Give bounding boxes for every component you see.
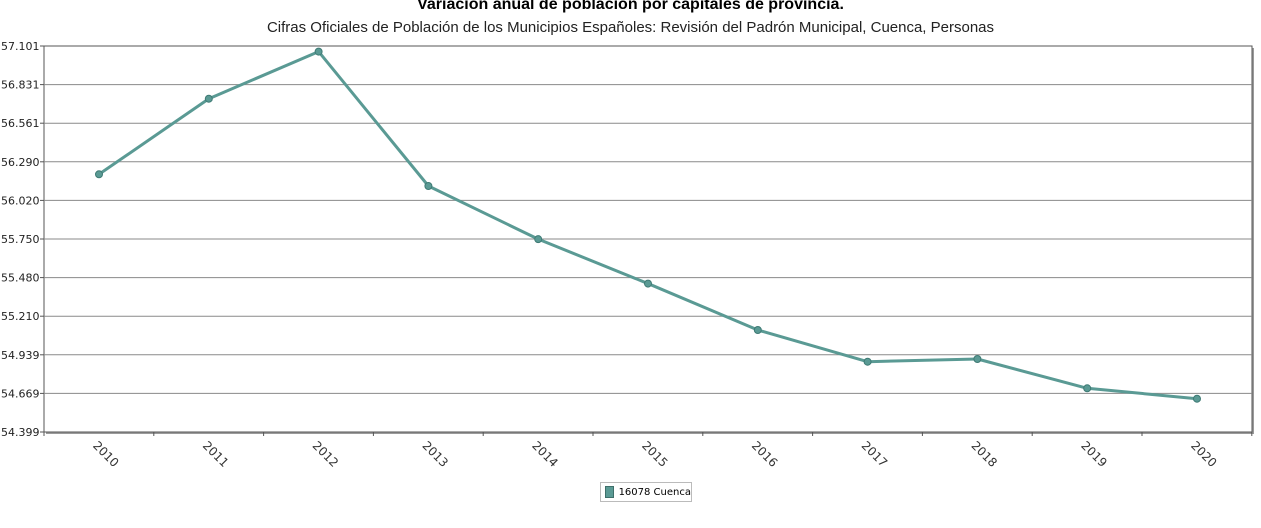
y-tick-label: 54.399 [1, 426, 40, 439]
data-point [314, 47, 323, 56]
data-point [95, 170, 103, 179]
y-tick-label: 56.831 [1, 79, 40, 92]
x-tick-label: 2011 [200, 438, 231, 469]
x-tick-label: 2010 [90, 438, 121, 469]
legend: 16078 Cuenca [600, 482, 692, 502]
x-tick-label: 2015 [639, 438, 670, 469]
x-tick-label: 2016 [749, 438, 780, 469]
chart-title: Variación anual de población por capital… [417, 0, 844, 13]
x-tick-label: 2014 [529, 438, 560, 469]
y-tick-label: 55.210 [1, 310, 40, 323]
grid-lines [44, 84, 1252, 394]
data-point [534, 235, 543, 244]
x-axis: 2010 2011 2012 2013 2014 2015 2016 2017 2018 2019… [43, 432, 1253, 470]
y-tick-label: 55.480 [1, 272, 40, 285]
data-points [95, 47, 1201, 403]
legend-swatch [605, 486, 614, 498]
x-tick-label: 2018 [968, 438, 999, 469]
y-tick-label: 56.290 [1, 156, 40, 169]
y-tick-label: 54.669 [1, 387, 40, 400]
x-tick-label: 2012 [310, 438, 341, 469]
y-axis: 54.399 54.669 54.939 55.210 55.480 55.750 56.0… [1, 40, 44, 439]
data-point [644, 279, 652, 288]
data-point [1083, 384, 1092, 393]
data-point [863, 357, 872, 366]
data-point [424, 182, 433, 190]
y-tick-label: 56.561 [1, 117, 40, 130]
y-tick-label: 55.750 [1, 233, 40, 246]
data-point [204, 94, 213, 103]
x-tick-label: 2017 [859, 438, 890, 469]
x-tick-label: 2020 [1188, 438, 1219, 469]
y-tick-label: 57.101 [1, 40, 40, 53]
data-point [973, 355, 982, 363]
y-tick-label: 56.020 [1, 194, 40, 207]
x-tick-label: 2019 [1078, 438, 1109, 469]
legend-label: 16078 Cuenca [618, 486, 691, 498]
x-tick-label: 2013 [419, 438, 450, 469]
chart-subtitle: Cifras Oficiales de Población de los Mun… [266, 19, 995, 36]
y-tick-label: 54.939 [1, 349, 40, 362]
data-point [753, 326, 762, 334]
data-point [1193, 394, 1201, 403]
